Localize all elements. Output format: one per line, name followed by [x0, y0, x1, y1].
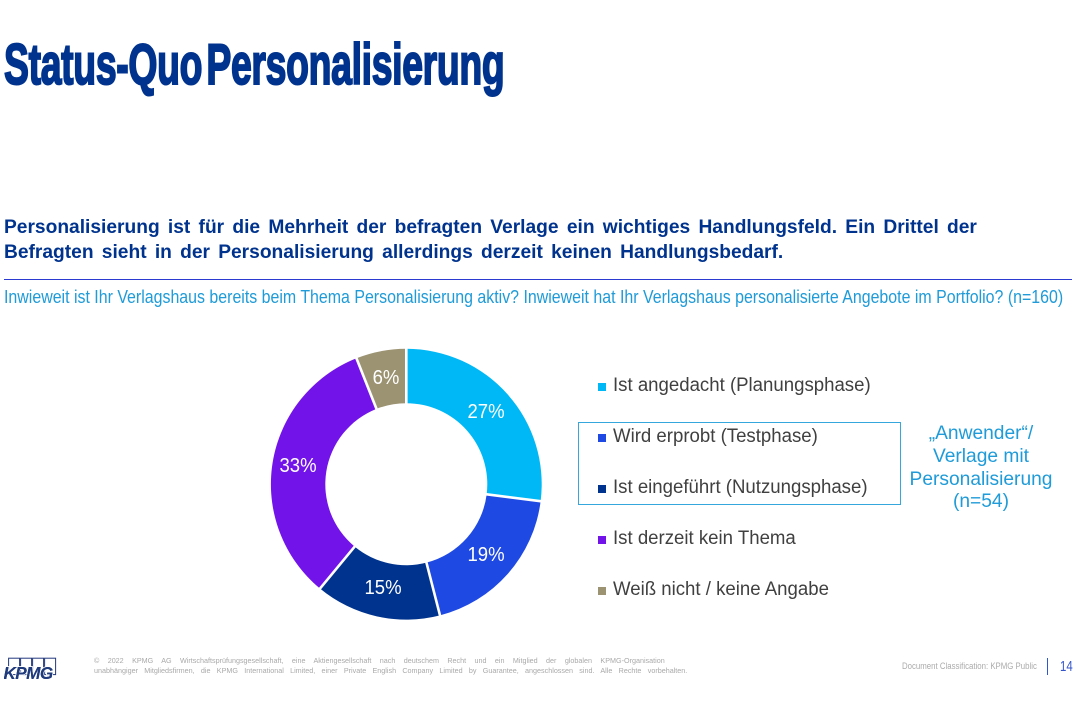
svg-text:KPMG: KPMG — [4, 663, 53, 682]
svg-text:KPMG: KPMG — [4, 663, 53, 682]
